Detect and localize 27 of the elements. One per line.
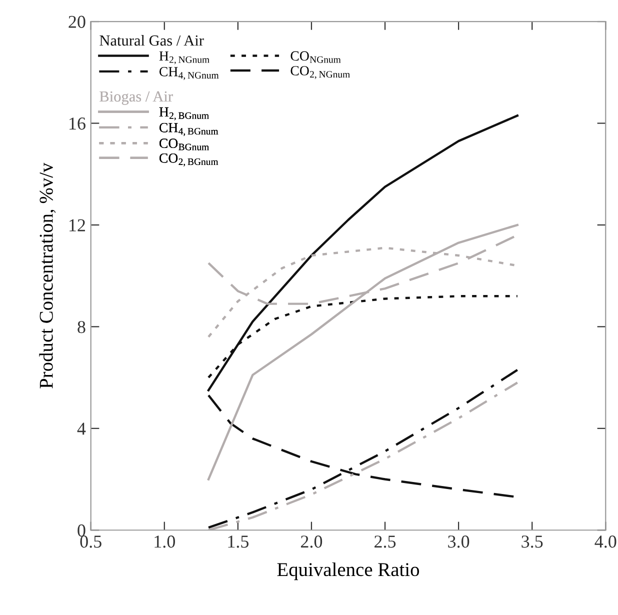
legend-label: CO$_{BGnum}$ [159, 138, 209, 150]
x-tick-label: 3.5 [522, 536, 543, 548]
legend-label: CH$_{4,NGnum}$ [159, 66, 219, 80]
text: Biogas / Air [100, 91, 173, 105]
x-tick-label: 2.5 [374, 536, 396, 548]
y-tick-label: 16 [70, 118, 86, 130]
legend-label: CH$_{4,BGnum}$ [159, 122, 218, 136]
legend-label: CO$_{NGnum}$ [290, 51, 341, 63]
x-tick-label: 1.0 [154, 536, 175, 548]
y-tick-label: 20 [68, 16, 86, 28]
y-tick-label: 12 [70, 219, 85, 232]
y-axis-title: Product Concentration, %v/v [39, 162, 56, 388]
x-axis-title: Equivalence Ratio [277, 562, 420, 580]
legend-label: CO$_{2,NGnum}$ [290, 66, 350, 80]
line-series [207, 224, 518, 480]
x-tick-label: 4.0 [594, 536, 616, 548]
x-tick-label: 0.5 [80, 536, 102, 548]
y-tick-label: 0 [78, 524, 86, 537]
legend-label: CO$_{2,BGnum}$ [159, 153, 218, 166]
y-tick-label: 8 [78, 320, 86, 334]
x-tick-label: 3.0 [448, 536, 470, 548]
y-tick-label: 4 [77, 422, 86, 435]
x-tick-label: 2.0 [300, 536, 322, 548]
text: Natural Gas / Air [100, 34, 204, 46]
legend-label: H$_{2,BGnum}$ [159, 107, 209, 120]
x-tick-label: 1.5 [228, 536, 249, 548]
legend-label: H$_{2,NGnum}$ [159, 51, 210, 64]
